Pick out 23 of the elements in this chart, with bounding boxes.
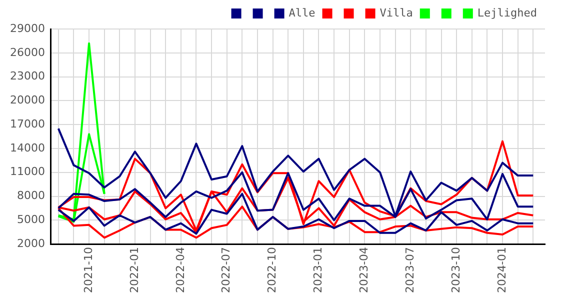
- y-tick-label: 2000: [16, 236, 45, 250]
- x-tick-label: 2022-10: [266, 247, 279, 294]
- legend-label: Alle: [288, 6, 316, 20]
- legend-label: Lejlighed: [477, 6, 538, 20]
- y-tick-label: 26000: [10, 46, 45, 59]
- y-tick-label: 8000: [16, 189, 45, 202]
- x-tick-label: 2022-01: [128, 247, 141, 294]
- x-tick-label: 2021-10: [82, 247, 95, 294]
- legend-label: Villa: [380, 6, 413, 20]
- x-tick-label: 2023-04: [358, 247, 371, 294]
- y-tick-label: 29000: [10, 22, 45, 35]
- y-tick-label: 11000: [10, 165, 45, 178]
- x-tick-label: 2023-10: [449, 247, 462, 294]
- x-tick-label: 2022-04: [174, 247, 187, 294]
- x-tick-label: 2023-01: [312, 247, 325, 294]
- x-tick-label: 2024-01: [495, 247, 508, 294]
- y-tick-label: 5000: [16, 213, 45, 226]
- y-tick-label: 17000: [10, 117, 45, 130]
- y-tick-label: 14000: [10, 141, 45, 154]
- y-tick-label: 20000: [10, 94, 45, 107]
- x-tick-label: 2022-07: [220, 247, 233, 294]
- y-tick-label: 23000: [10, 70, 45, 83]
- x-tick-label: 2023-07: [403, 247, 416, 294]
